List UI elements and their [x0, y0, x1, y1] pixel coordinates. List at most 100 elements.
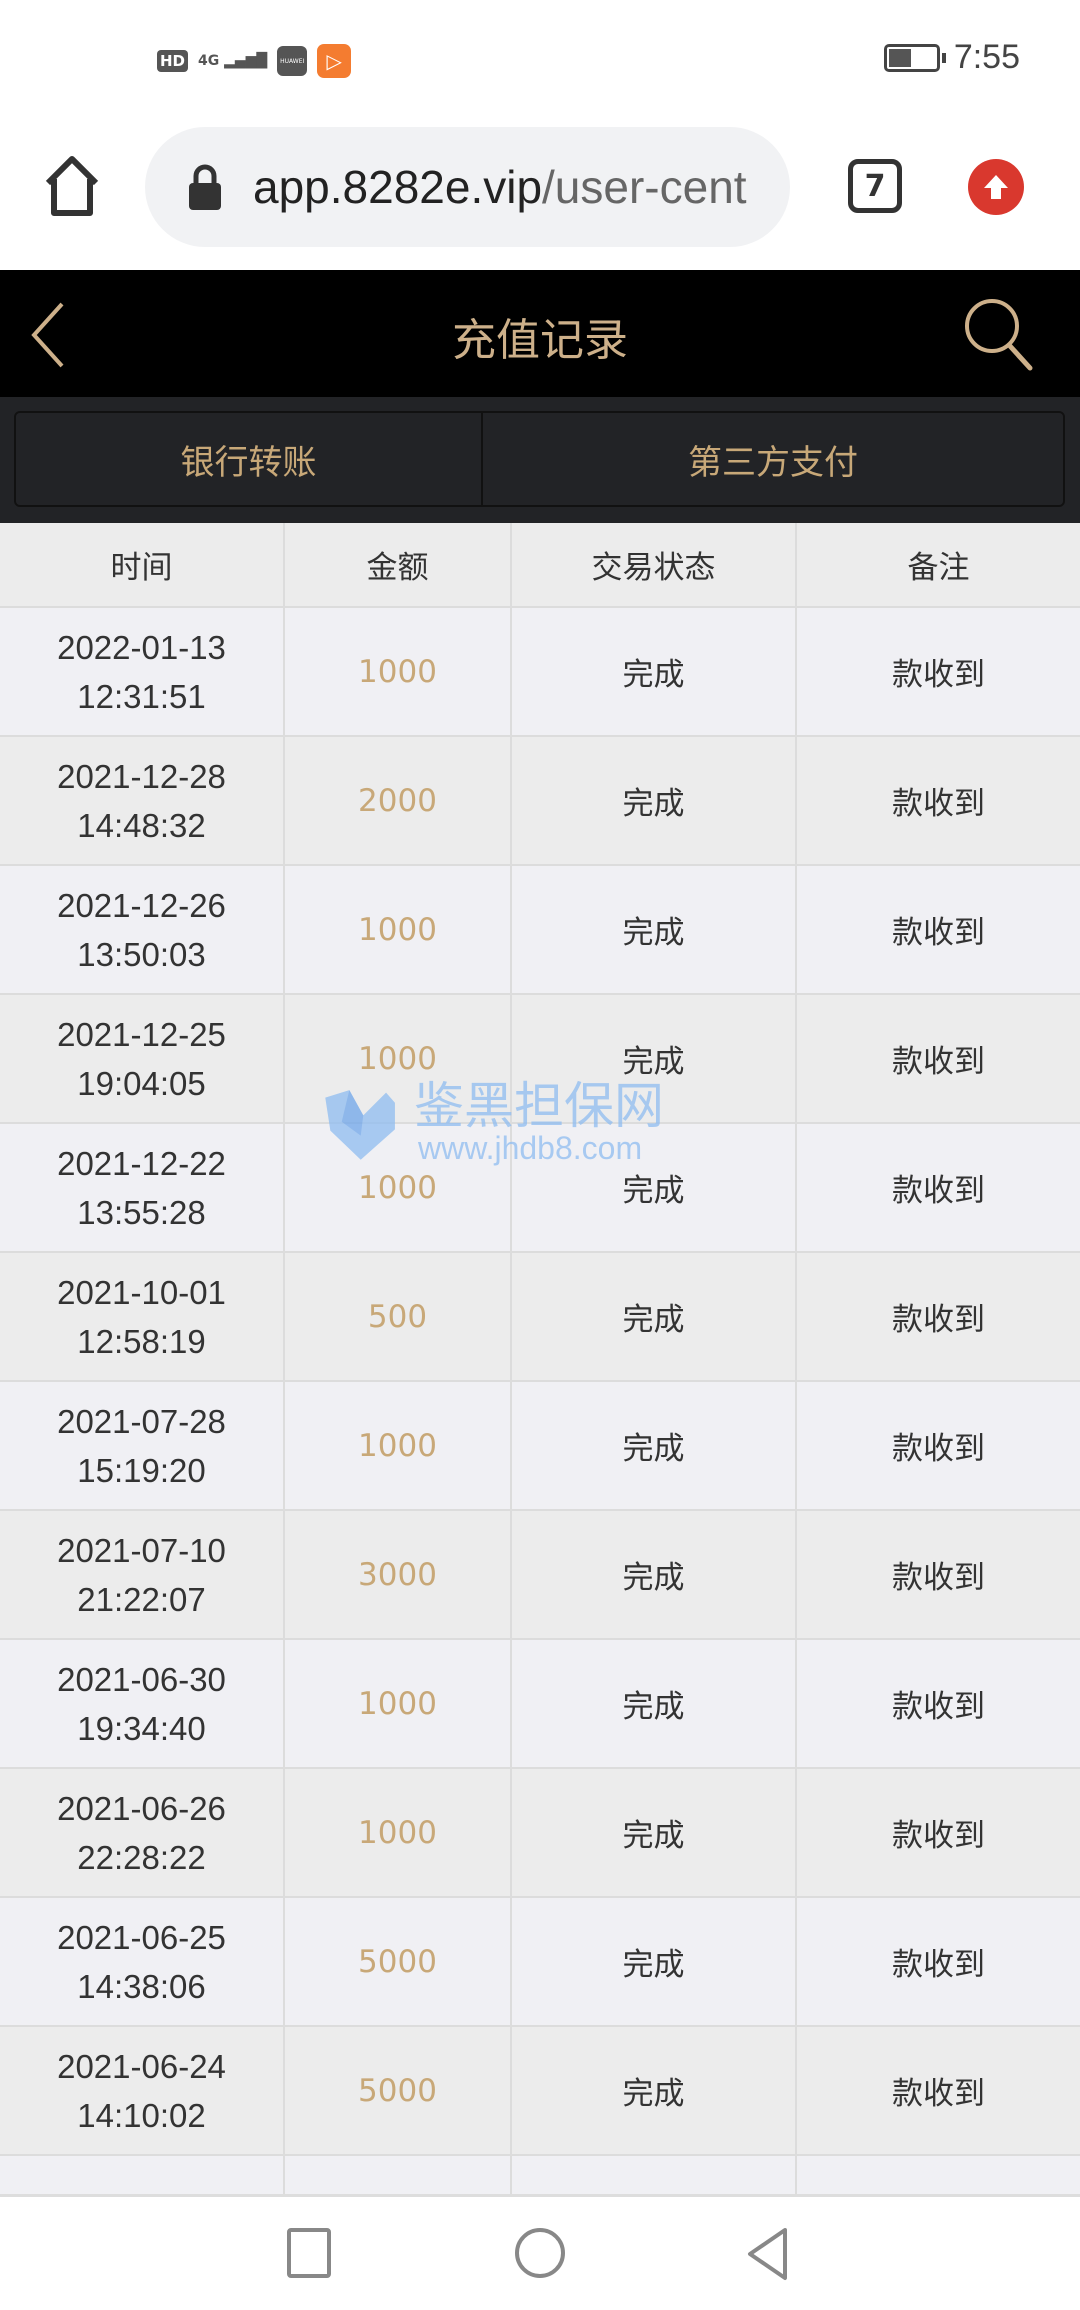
update-arrow-icon[interactable]	[968, 159, 1024, 215]
cell-time: 2021-06-30 19:34:40	[0, 1638, 285, 1769]
cell-amount: 2000	[283, 735, 512, 866]
cell-time: 2021-12-26 13:50:03	[0, 864, 285, 995]
address-bar[interactable]: app.8282e.vip/user-cent	[145, 127, 790, 247]
cell-time: 2021-12-28 14:48:32	[0, 735, 285, 866]
date-text: 2021-12-28	[57, 757, 226, 795]
cell-note: 款收到	[795, 1122, 1080, 1253]
cell-note: 款收到	[795, 1380, 1080, 1511]
cell-status: 完成	[510, 1122, 797, 1253]
tab-count-button[interactable]: 7	[848, 159, 902, 213]
home-icon[interactable]	[42, 155, 102, 217]
time-text: 21:22:07	[77, 1580, 206, 1618]
time-text: 22:28:22	[77, 1838, 206, 1876]
cell-status: 完成	[510, 1638, 797, 1769]
cell-note: 款收到	[795, 1638, 1080, 1769]
video-app-icon: ▷	[317, 44, 352, 78]
cell-time: 2022-01-13 12:31:51	[0, 606, 285, 737]
table-row: 2021-12-26 13:50:03 1000 完成 款收到	[0, 864, 1080, 995]
date-text: 2021-06-24	[57, 2047, 226, 2085]
cell-note: 款收到	[795, 606, 1080, 737]
table-row: 2021-10-01 12:58:19 500 完成 款收到	[0, 1251, 1080, 1382]
recharge-records-table: 时间 金额 交易状态 备注 2022-01-13 12:31:51 1000 完成 款收…	[0, 523, 1080, 2285]
browser-toolbar: app.8282e.vip/user-cent 7	[0, 115, 1080, 270]
date-text: 2021-06-25	[57, 1918, 226, 1956]
cell-amount: 500	[283, 1251, 512, 1382]
cell-status: 完成	[510, 1767, 797, 1898]
table-row: 2021-06-30 19:34:40 1000 完成 款收到	[0, 1638, 1080, 1769]
table-row: 2021-12-28 14:48:32 2000 完成 款收到	[0, 735, 1080, 866]
time-text: 12:31:51	[77, 677, 206, 715]
table-row: 2021-06-24 14:10:02 5000 完成 款收到	[0, 2025, 1080, 2156]
date-text: 2021-12-25	[57, 1015, 226, 1053]
cell-amount: 5000	[283, 2025, 512, 2156]
cell-amount: 1000	[283, 1767, 512, 1898]
page-title: 充值记录	[452, 315, 628, 366]
battery-half-icon	[883, 43, 946, 72]
hd-icon: HD	[157, 50, 189, 72]
cell-note: 款收到	[795, 993, 1080, 1124]
cell-amount: 1000	[283, 1638, 512, 1769]
cell-amount: 1000	[283, 864, 512, 995]
cell-note: 款收到	[795, 864, 1080, 995]
cell-status: 完成	[510, 1509, 797, 1640]
date-text: 2021-06-26	[57, 1789, 226, 1827]
time-text: 19:04:05	[77, 1064, 206, 1102]
date-text: 2021-12-26	[57, 886, 226, 924]
table-row: 2021-12-25 19:04:05 1000 完成 款收到	[0, 993, 1080, 1124]
cell-amount: 1000	[283, 1122, 512, 1253]
home-circle-icon[interactable]	[514, 2227, 566, 2279]
cell-status: 完成	[510, 1251, 797, 1382]
cell-note: 款收到	[795, 1896, 1080, 2027]
cell-amount: 3000	[283, 1509, 512, 1640]
date-text: 2022-01-13	[57, 628, 226, 666]
column-header-note: 备注	[795, 523, 1080, 608]
cell-note: 款收到	[795, 1251, 1080, 1382]
cell-note: 款收到	[795, 1767, 1080, 1898]
cell-amount: 1000	[283, 606, 512, 737]
search-icon[interactable]	[962, 296, 1034, 372]
table-row: 2021-12-22 13:55:28 1000 完成 款收到	[0, 1122, 1080, 1253]
cell-amount: 1000	[283, 1380, 512, 1511]
cell-amount: 5000	[283, 1896, 512, 2027]
back-triangle-icon[interactable]	[745, 2227, 791, 2281]
cell-status: 完成	[510, 1896, 797, 2027]
column-header-status: 交易状态	[510, 523, 797, 608]
table-row: 2021-06-26 22:28:22 1000 完成 款收到	[0, 1767, 1080, 1898]
url-text: app.8282e.vip/user-cent	[253, 161, 747, 213]
cell-status: 完成	[510, 1380, 797, 1511]
date-text: 2021-07-10	[57, 1531, 226, 1569]
lock-icon	[189, 164, 221, 210]
date-text: 2021-12-22	[57, 1144, 226, 1182]
time-text: 12:58:19	[77, 1322, 206, 1360]
time-text: 13:55:28	[77, 1193, 206, 1231]
cell-time: 2021-12-22 13:55:28	[0, 1122, 285, 1253]
cell-status: 完成	[510, 606, 797, 737]
time-text: 15:19:20	[77, 1451, 206, 1489]
status-bar: HD 4G ▂▄▆█ HUAWEI ▷ 7:55	[0, 0, 1080, 115]
column-header-time: 时间	[0, 523, 285, 608]
time-text: 13:50:03	[77, 935, 206, 973]
cell-status: 完成	[510, 2025, 797, 2156]
back-chevron-icon[interactable]	[28, 300, 68, 370]
signal-icon: 4G ▂▄▆█	[198, 53, 268, 69]
cell-time: 2021-07-10 21:22:07	[0, 1509, 285, 1640]
time-text: 14:38:06	[77, 1967, 206, 2005]
cell-status: 完成	[510, 735, 797, 866]
table-row: 2021-07-28 15:19:20 1000 完成 款收到	[0, 1380, 1080, 1511]
recent-apps-icon[interactable]	[286, 2227, 332, 2279]
tab-third-party-payment[interactable]: 第三方支付	[483, 413, 1063, 505]
table-row: 2022-01-13 12:31:51 1000 完成 款收到	[0, 606, 1080, 737]
table-row: 2021-07-10 21:22:07 3000 完成 款收到	[0, 1509, 1080, 1640]
cell-note: 款收到	[795, 1509, 1080, 1640]
cell-time: 2021-06-25 14:38:06	[0, 1896, 285, 2027]
column-header-amount: 金额	[283, 523, 512, 608]
clock: 7:55	[953, 38, 1020, 76]
page-header: 充值记录	[0, 270, 1080, 397]
tab-bank-transfer[interactable]: 银行转账	[16, 413, 483, 505]
time-text: 14:48:32	[77, 806, 206, 844]
date-text: 2021-07-28	[57, 1402, 226, 1440]
cell-note: 款收到	[795, 735, 1080, 866]
table-row: 2021-06-25 14:38:06 5000 完成 款收到	[0, 1896, 1080, 2027]
date-text: 2021-06-30	[57, 1660, 226, 1698]
cell-status: 完成	[510, 993, 797, 1124]
